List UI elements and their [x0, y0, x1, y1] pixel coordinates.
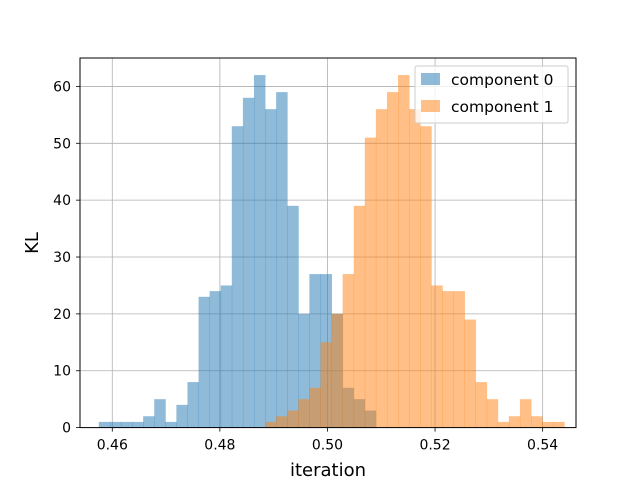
histogram-bar-series-1: [398, 75, 410, 428]
histogram-bar-series-1: [276, 416, 288, 428]
legend-label-component-1: component 1: [451, 98, 553, 116]
histogram-bar-series-1: [531, 416, 543, 428]
histogram-bar-series-1: [542, 421, 554, 428]
y-axis-label: KL: [22, 232, 43, 254]
histogram-bar-series-1: [353, 205, 366, 428]
histogram-bar-series-1: [553, 421, 565, 428]
histogram-bar-series-1: [320, 342, 332, 428]
histogram-bar-series-1: [265, 421, 277, 428]
histogram-bar-series-1: [298, 399, 310, 428]
histogram-bar-series-1: [486, 399, 499, 428]
y-tick-label: 20: [53, 307, 71, 323]
x-tick-label: 0.52: [419, 438, 450, 454]
histogram-bar-series-0: [287, 205, 299, 428]
legend-swatch-component-1: [421, 100, 440, 112]
x-tick-label: 0.54: [527, 438, 558, 454]
histogram-bar-series-0: [220, 285, 233, 428]
legend-swatch-component-0: [421, 73, 440, 85]
legend-box: [414, 65, 569, 124]
histogram-bar-series-0: [176, 404, 188, 428]
histogram-bar-series-1: [464, 319, 477, 428]
histogram-bar-series-0: [298, 313, 310, 428]
histogram-bar-series-1: [364, 137, 377, 428]
histogram-bar-series-0: [209, 291, 222, 428]
histogram-bar-series-0: [165, 421, 177, 428]
histogram-bar-series-0: [198, 296, 211, 428]
x-tick-label: 0.48: [204, 438, 235, 454]
y-tick-label: 50: [53, 136, 71, 152]
histogram-bar-series-1: [453, 291, 465, 428]
y-tick-label: 40: [53, 193, 71, 209]
histogram-bar-series-0: [98, 421, 111, 428]
x-tick-label: 0.46: [97, 438, 128, 454]
histogram-bar-series-1: [342, 274, 355, 428]
histogram-bar-series-1: [431, 285, 443, 428]
x-tick-label: 0.50: [312, 438, 343, 454]
histogram-bar-series-0: [154, 399, 166, 428]
histogram-bar-series-1: [497, 421, 510, 428]
legend: component 0 component 1: [414, 65, 569, 124]
histogram-bar-series-0: [109, 421, 122, 428]
y-tick-label: 0: [62, 421, 71, 437]
histogram-bar-series-0: [309, 274, 321, 428]
legend-label-component-0: component 0: [451, 71, 553, 89]
histogram-bar-series-0: [143, 416, 155, 428]
histogram-bar-series-1: [287, 410, 299, 428]
histogram-bar-series-1: [331, 313, 344, 428]
y-tick-label: 10: [53, 364, 71, 380]
histogram-bar-series-1: [409, 109, 421, 428]
histogram-bar-series-1: [508, 416, 521, 428]
histogram-bar-series-0: [187, 382, 199, 428]
bars: [98, 75, 565, 428]
y-tick-label: 30: [53, 250, 71, 266]
histogram-bar-series-0: [276, 92, 288, 428]
histogram-bar-series-1: [309, 387, 321, 428]
histogram-bar-series-1: [420, 126, 432, 428]
histogram-bar-series-0: [132, 421, 144, 428]
histogram-bar-series-1: [386, 92, 399, 428]
histogram-bar-series-0: [242, 97, 255, 428]
y-tick-label: 60: [53, 79, 71, 95]
histogram-bar-series-0: [265, 109, 277, 428]
histogram-bar-series-1: [519, 399, 532, 428]
histogram-bar-series-0: [231, 126, 244, 428]
histogram-bar-series-1: [442, 291, 454, 428]
histogram-bar-series-0: [120, 421, 133, 428]
plot-frame: [79, 57, 577, 429]
histogram-bar-series-0: [253, 75, 266, 428]
x-axis-label: iteration: [290, 460, 366, 480]
histogram-bar-series-1: [375, 109, 388, 428]
histogram-bar-series-1: [475, 382, 488, 428]
ticks: 0.46 0.48 0.50 0.52 0.54 0 10 20 30 40 50 60: [53, 79, 558, 453]
